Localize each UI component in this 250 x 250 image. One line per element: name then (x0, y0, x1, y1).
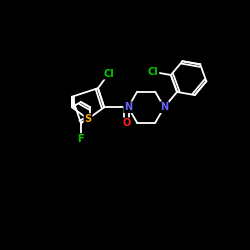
Text: O: O (122, 118, 130, 128)
Text: F: F (78, 134, 84, 144)
Text: Cl: Cl (148, 67, 158, 77)
Text: Cl: Cl (103, 69, 114, 79)
Text: N: N (124, 102, 132, 112)
Text: N: N (160, 102, 168, 112)
Text: S: S (84, 114, 91, 124)
